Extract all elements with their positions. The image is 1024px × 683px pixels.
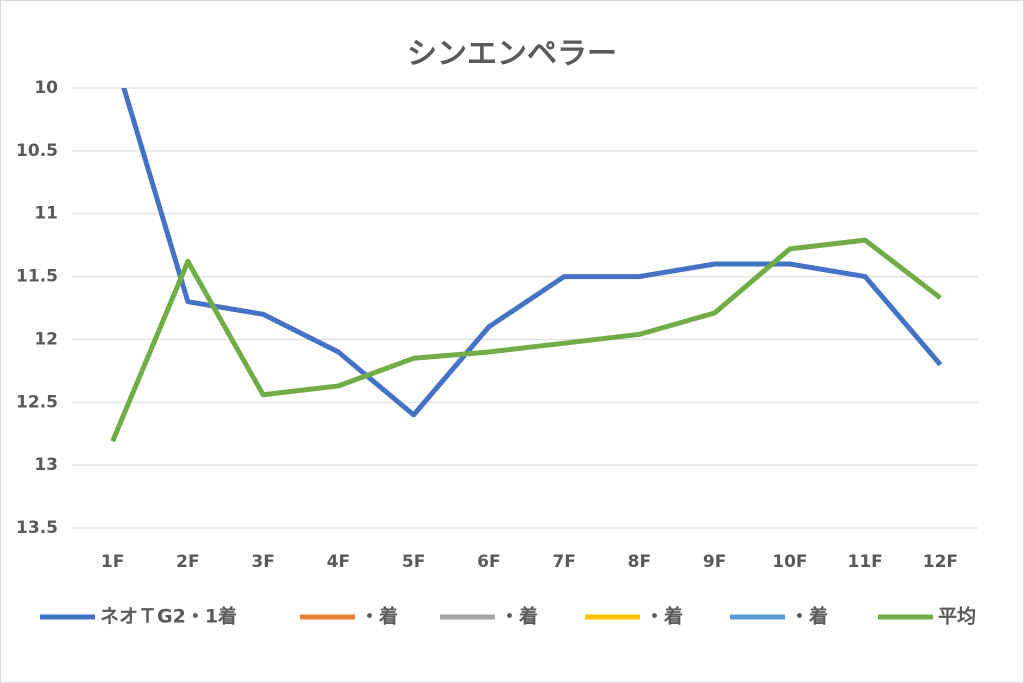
legend-label: 平均	[938, 605, 976, 628]
x-tick-label: 8F	[628, 552, 651, 572]
y-tick-label: 11	[34, 204, 58, 224]
y-tick-label: 10.5	[16, 141, 58, 161]
x-tick-label: 7F	[552, 552, 575, 572]
legend-label: ・着	[360, 605, 398, 628]
y-tick-label: 11.5	[16, 267, 58, 287]
x-tick-label: 4F	[327, 552, 350, 572]
y-tick-label: 13	[34, 455, 58, 475]
legend-label: ・着	[645, 605, 683, 628]
x-tick-label: 1F	[101, 552, 124, 572]
x-tick-label: 12F	[923, 552, 958, 572]
series-line	[110, 237, 942, 443]
y-tick-label: 12.5	[16, 392, 58, 412]
x-tick-label: 9F	[703, 552, 726, 572]
y-tick-label: 12	[34, 329, 58, 349]
y-tick-label: 10	[34, 78, 58, 98]
chart-title: シンエンペラー	[407, 37, 617, 72]
x-tick-label: 3F	[251, 552, 274, 572]
x-tick-label: 2F	[176, 552, 199, 572]
legend-label: ・着	[500, 605, 538, 628]
series-line	[121, 88, 943, 418]
legend-label: ネオＴG2・1着	[100, 605, 237, 628]
legend-label: ・着	[790, 605, 828, 628]
x-tick-label: 11F	[847, 552, 882, 572]
x-tick-label: 10F	[772, 552, 807, 572]
x-tick-label: 6F	[477, 552, 500, 572]
x-tick-label: 5F	[402, 552, 425, 572]
y-tick-label: 13.5	[16, 518, 58, 538]
